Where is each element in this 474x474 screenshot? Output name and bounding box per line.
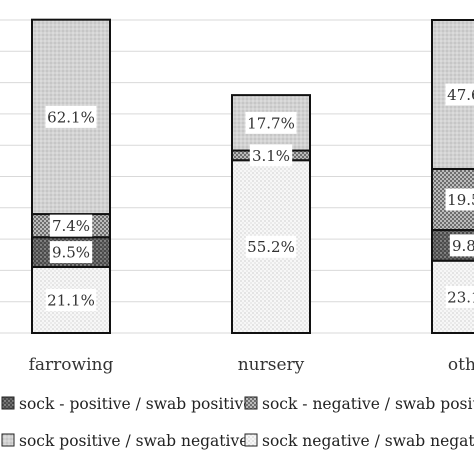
data-label-text: 21.1%: [47, 291, 95, 309]
data-label-text: 17.7%: [247, 114, 295, 132]
data-label: 7.4%: [49, 214, 93, 237]
data-label-box: [49, 214, 93, 237]
legend-item: sock - positive / swab positive: [1, 395, 252, 413]
data-label: 55.2%: [245, 235, 297, 258]
category-label: other: [448, 355, 474, 375]
data-label: 23.1%: [445, 285, 474, 308]
data-label: 9.5%: [49, 241, 93, 264]
legend-item: sock negative / swab negative: [244, 432, 474, 450]
data-label-text: 47.6%: [447, 86, 474, 104]
category-labels: farrowing nursery other: [29, 355, 474, 375]
legend-swatch: [244, 433, 258, 447]
legend-swatch: [1, 396, 15, 410]
category-label: farrowing: [29, 355, 114, 375]
data-label-box: [45, 288, 97, 311]
data-label-text: 55.2%: [247, 238, 295, 256]
legend-label: sock - positive / swab positive: [19, 395, 252, 413]
legend-label: sock - negative / swab positive: [262, 395, 474, 413]
legend: sock - positive / swab positive sock - ne…: [1, 395, 474, 450]
data-label: 21.1%: [45, 288, 97, 311]
data-label-text: 7.4%: [52, 217, 90, 235]
data-label-box: [49, 241, 93, 264]
legend-item: sock positive / swab negative: [1, 432, 248, 450]
data-label: 3.1%: [249, 144, 293, 167]
data-label-box: [245, 111, 297, 134]
category-label: nursery: [238, 355, 305, 375]
data-label-box: [45, 105, 97, 128]
legend-swatch: [244, 396, 258, 410]
data-label: 19.5%: [445, 188, 474, 211]
data-label-text: 19.5%: [447, 191, 474, 209]
data-label-box: [445, 188, 474, 211]
data-label-box: [445, 83, 474, 106]
data-label-text: 23.1%: [447, 288, 474, 306]
data-label-text: 3.1%: [252, 147, 290, 165]
data-label-text: 9.5%: [52, 244, 90, 262]
legend-label: sock positive / swab negative: [19, 432, 248, 450]
data-label-text: 9.8%: [452, 237, 474, 255]
data-label: 47.6%: [445, 83, 474, 106]
data-label: 62.1%: [45, 105, 97, 128]
data-label-text: 62.1%: [47, 108, 95, 126]
data-label-box: [245, 235, 297, 258]
legend-item: sock - negative / swab positive: [244, 395, 474, 413]
data-label: 9.8%: [449, 234, 474, 257]
data-label-box: [445, 285, 474, 308]
legend-swatch: [1, 433, 15, 447]
data-label-box: [249, 144, 293, 167]
bars: 21.1% 9.5% 7.4% 62.1% 55.2% 3.1% 17.7% 23.1% 9.8…: [31, 18, 474, 334]
data-label: 17.7%: [245, 111, 297, 134]
data-label-box: [449, 234, 474, 257]
legend-label: sock negative / swab negative: [262, 432, 474, 450]
